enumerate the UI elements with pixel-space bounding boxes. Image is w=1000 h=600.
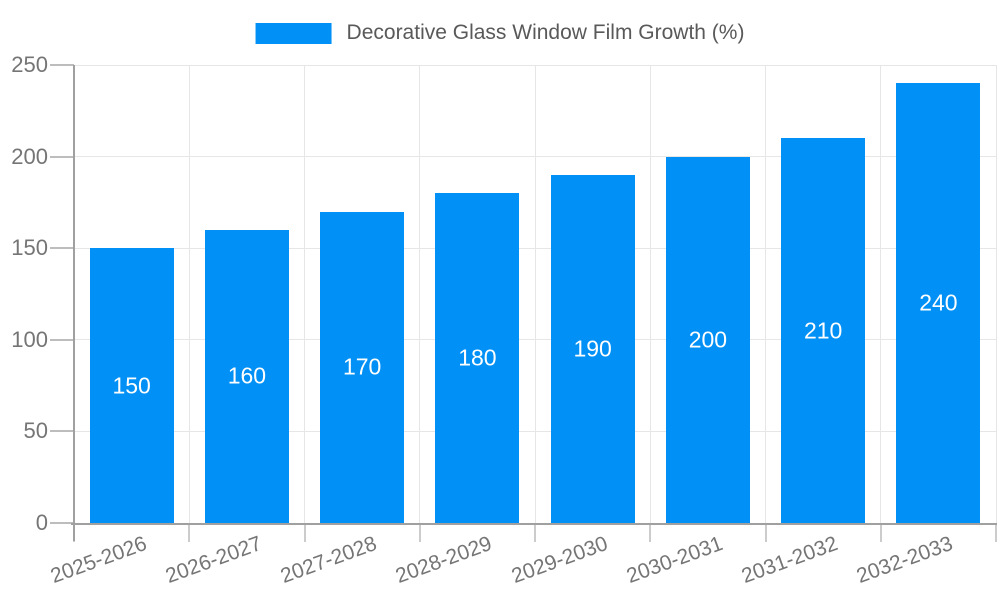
y-axis-tick-label: 50 <box>23 418 48 444</box>
x-gridline <box>880 65 882 523</box>
bar[interactable] <box>550 174 635 523</box>
x-gridline <box>419 65 421 523</box>
x-tick <box>995 524 997 542</box>
y-axis-tick-label: 100 <box>11 326 48 352</box>
bar-value-label: 160 <box>227 362 267 389</box>
y-tick <box>50 522 74 524</box>
y-axis-tick-label: 150 <box>11 235 48 261</box>
bar[interactable] <box>89 248 174 523</box>
legend-label: Decorative Glass Window Film Growth (%) <box>346 21 745 44</box>
x-gridline <box>188 65 190 523</box>
x-tick <box>303 524 306 542</box>
bar[interactable] <box>204 229 289 523</box>
y-tick <box>50 338 74 341</box>
x-gridline <box>649 65 651 523</box>
y-axis-line <box>73 65 75 541</box>
y-tick <box>50 430 74 433</box>
bar-value-label: 180 <box>458 344 497 371</box>
x-gridline <box>995 65 997 523</box>
bar[interactable] <box>435 193 520 523</box>
y-axis-tick-label: 200 <box>11 143 48 169</box>
x-gridline <box>304 65 305 523</box>
bar[interactable] <box>781 138 866 523</box>
x-tick <box>418 524 421 542</box>
x-gridline <box>765 65 766 523</box>
legend[interactable]: Decorative Glass Window Film Growth (%) <box>255 21 745 45</box>
bar-value-label: 200 <box>688 326 728 353</box>
y-tick <box>50 64 74 66</box>
bar-value-label: 240 <box>919 289 958 316</box>
x-tick <box>879 524 882 542</box>
y-axis-tick-label: 0 <box>35 510 48 535</box>
bar-value-label: 170 <box>342 353 382 380</box>
y-tick <box>50 155 74 158</box>
x-axis-line <box>71 523 997 525</box>
x-tick <box>764 524 767 542</box>
bar-value-label: 190 <box>573 335 612 362</box>
legend-swatch-icon <box>255 22 332 44</box>
bar-value-label: 150 <box>112 372 151 399</box>
bar[interactable] <box>665 156 750 523</box>
y-axis-tick-label: 250 <box>11 52 48 77</box>
bar-value-label: 210 <box>803 317 843 344</box>
x-tick <box>534 524 536 542</box>
x-gridline <box>534 65 536 523</box>
bar[interactable] <box>320 211 405 523</box>
bar[interactable] <box>896 83 981 523</box>
y-tick <box>50 247 74 250</box>
x-tick <box>649 524 652 542</box>
x-tick <box>188 524 191 542</box>
